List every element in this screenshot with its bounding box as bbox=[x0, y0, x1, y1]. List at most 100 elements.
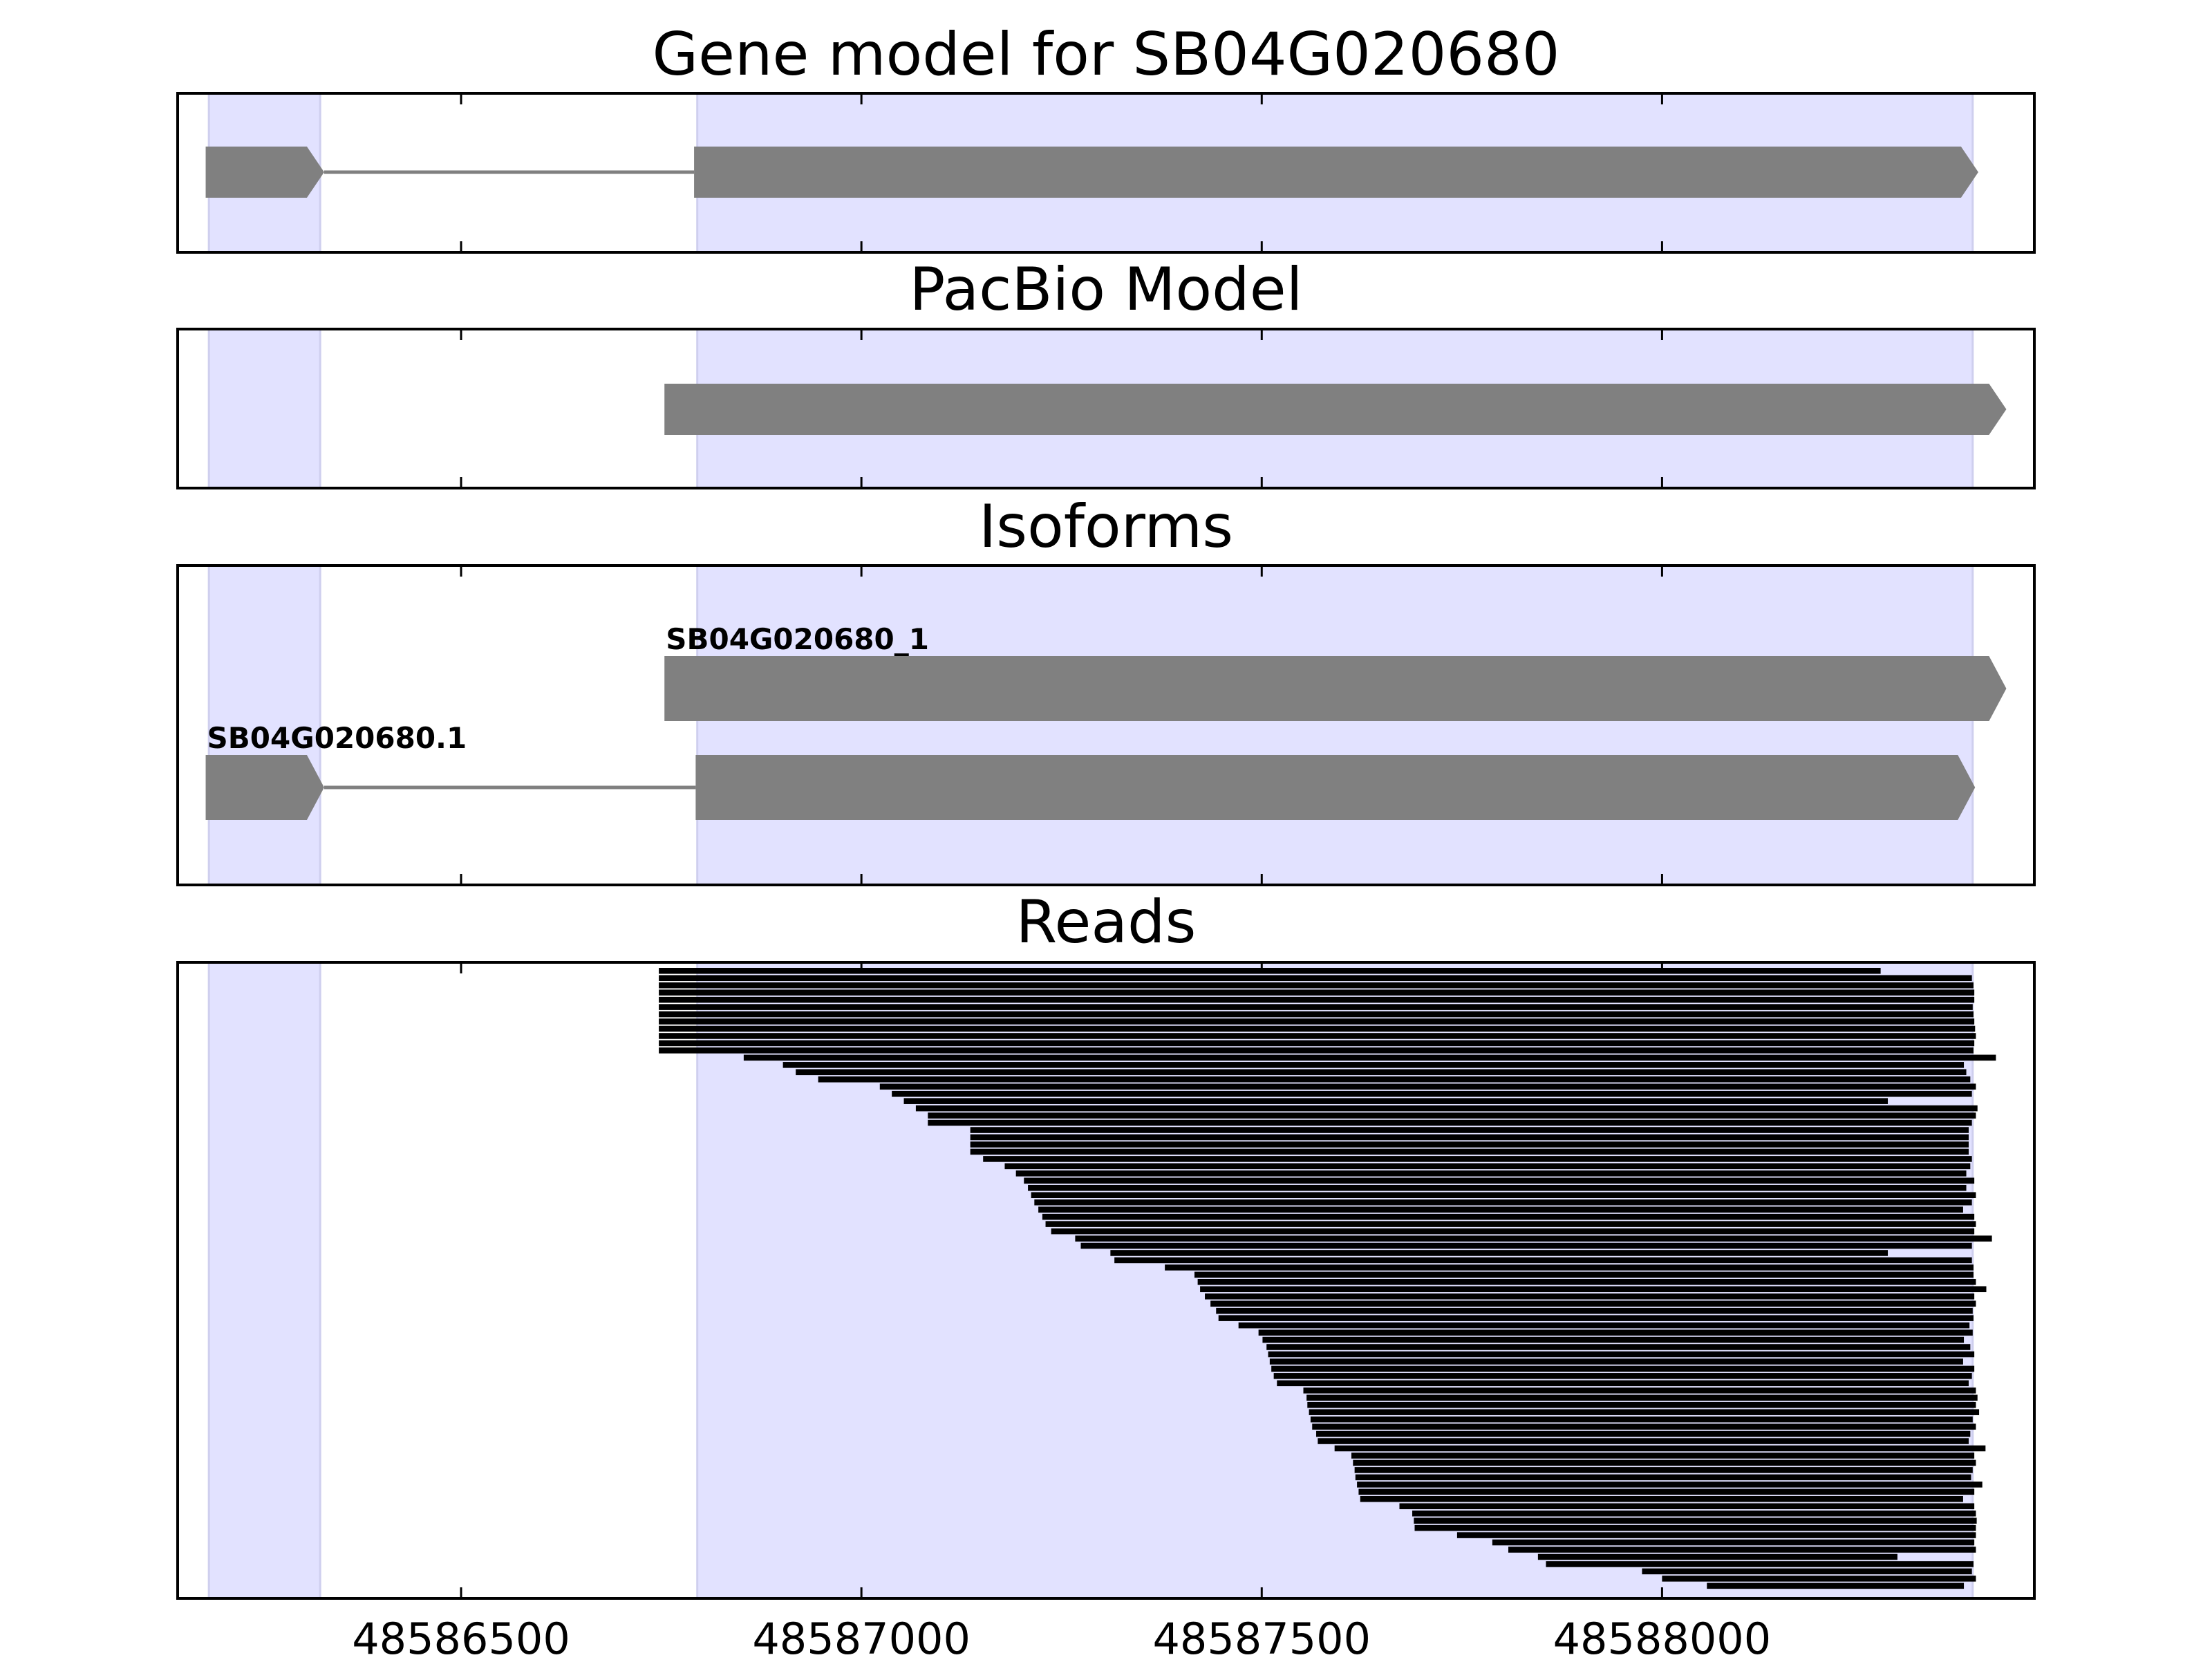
read bbox=[1258, 1329, 1973, 1336]
read bbox=[1268, 1351, 1975, 1358]
read bbox=[659, 1025, 1976, 1032]
exon bbox=[664, 384, 2007, 435]
panel-frame bbox=[176, 328, 2036, 489]
read bbox=[970, 1148, 1969, 1155]
panel-frame bbox=[176, 961, 2036, 1600]
read bbox=[1303, 1387, 1976, 1394]
panel bbox=[207, 962, 1996, 1598]
panel-title: PacBio Model bbox=[909, 255, 1302, 324]
read bbox=[659, 968, 1881, 974]
read bbox=[1353, 1459, 1976, 1466]
read bbox=[1075, 1235, 1992, 1242]
read bbox=[1306, 1394, 1978, 1401]
exon-shade bbox=[696, 566, 1974, 885]
read bbox=[1310, 1416, 1973, 1423]
exon bbox=[694, 147, 1978, 198]
read bbox=[1269, 1358, 1963, 1365]
panel bbox=[207, 329, 2007, 488]
read bbox=[1414, 1518, 1977, 1524]
read bbox=[1024, 1177, 1975, 1184]
x-tick-label: 48587000 bbox=[752, 1614, 971, 1659]
read bbox=[928, 1112, 1976, 1119]
read bbox=[659, 982, 1974, 989]
read bbox=[1355, 1474, 1971, 1481]
read bbox=[928, 1119, 1972, 1126]
read bbox=[879, 1083, 1976, 1090]
read bbox=[659, 1004, 1973, 1010]
exon bbox=[695, 755, 1976, 820]
read bbox=[1360, 1495, 1963, 1502]
read bbox=[1051, 1228, 1975, 1235]
read bbox=[743, 1054, 1996, 1061]
x-tick-label: 48587500 bbox=[1152, 1614, 1371, 1659]
read bbox=[1456, 1532, 1976, 1538]
read bbox=[1034, 1199, 1972, 1206]
read bbox=[659, 996, 1975, 1003]
read bbox=[1399, 1503, 1975, 1509]
read bbox=[1205, 1293, 1975, 1300]
read bbox=[1218, 1315, 1974, 1321]
exon bbox=[205, 755, 324, 820]
read bbox=[970, 1141, 1969, 1148]
read bbox=[970, 1134, 1969, 1141]
read bbox=[659, 1047, 1974, 1054]
read bbox=[659, 1040, 1975, 1047]
isoform-label: SB04G020680.1 bbox=[207, 721, 467, 755]
read bbox=[1642, 1568, 1972, 1575]
read bbox=[659, 1011, 1974, 1018]
read bbox=[1492, 1539, 1975, 1546]
read bbox=[1028, 1184, 1967, 1191]
read bbox=[1546, 1561, 1974, 1567]
read bbox=[1038, 1206, 1963, 1213]
read bbox=[1015, 1170, 1967, 1177]
panel-frame bbox=[176, 92, 2036, 254]
read bbox=[1197, 1279, 1976, 1285]
panel-title: Reads bbox=[1016, 888, 1197, 957]
exon-shade bbox=[207, 962, 321, 1598]
read bbox=[1165, 1264, 1974, 1271]
panel-frame bbox=[176, 564, 2036, 886]
read bbox=[1042, 1213, 1975, 1220]
read bbox=[659, 989, 1975, 996]
read bbox=[1537, 1553, 1897, 1560]
read bbox=[818, 1076, 1971, 1083]
read bbox=[1354, 1467, 1973, 1473]
read bbox=[1358, 1488, 1975, 1495]
read bbox=[1045, 1221, 1976, 1227]
exon-shade bbox=[207, 329, 321, 488]
read bbox=[1318, 1438, 1969, 1444]
read bbox=[1412, 1510, 1976, 1517]
read bbox=[970, 1127, 1969, 1133]
read bbox=[1238, 1322, 1970, 1329]
read bbox=[1200, 1286, 1987, 1293]
read bbox=[1080, 1242, 1972, 1249]
read bbox=[796, 1069, 1967, 1076]
read bbox=[1273, 1373, 1972, 1379]
read bbox=[1114, 1257, 1972, 1264]
read bbox=[1266, 1344, 1971, 1350]
panel bbox=[205, 93, 1978, 252]
read bbox=[1262, 1336, 1965, 1343]
read bbox=[1194, 1271, 1974, 1278]
read bbox=[892, 1090, 1972, 1097]
read bbox=[659, 975, 1972, 982]
read bbox=[1277, 1380, 1969, 1387]
read bbox=[1031, 1192, 1976, 1198]
panel-title: Isoforms bbox=[979, 492, 1233, 561]
read bbox=[1110, 1250, 1888, 1256]
panel bbox=[205, 566, 2007, 885]
read bbox=[1309, 1409, 1980, 1415]
read bbox=[1271, 1365, 1975, 1372]
read bbox=[1351, 1453, 1975, 1459]
read bbox=[1707, 1582, 1965, 1589]
read bbox=[1662, 1576, 1976, 1582]
x-tick-label: 48586500 bbox=[352, 1614, 570, 1659]
read bbox=[1357, 1482, 1983, 1488]
read bbox=[983, 1156, 1972, 1162]
x-tick-label: 48588000 bbox=[1553, 1614, 1772, 1659]
read bbox=[1316, 1430, 1971, 1437]
read bbox=[1508, 1547, 1976, 1553]
exon-shade bbox=[207, 566, 321, 885]
read bbox=[782, 1062, 1965, 1068]
